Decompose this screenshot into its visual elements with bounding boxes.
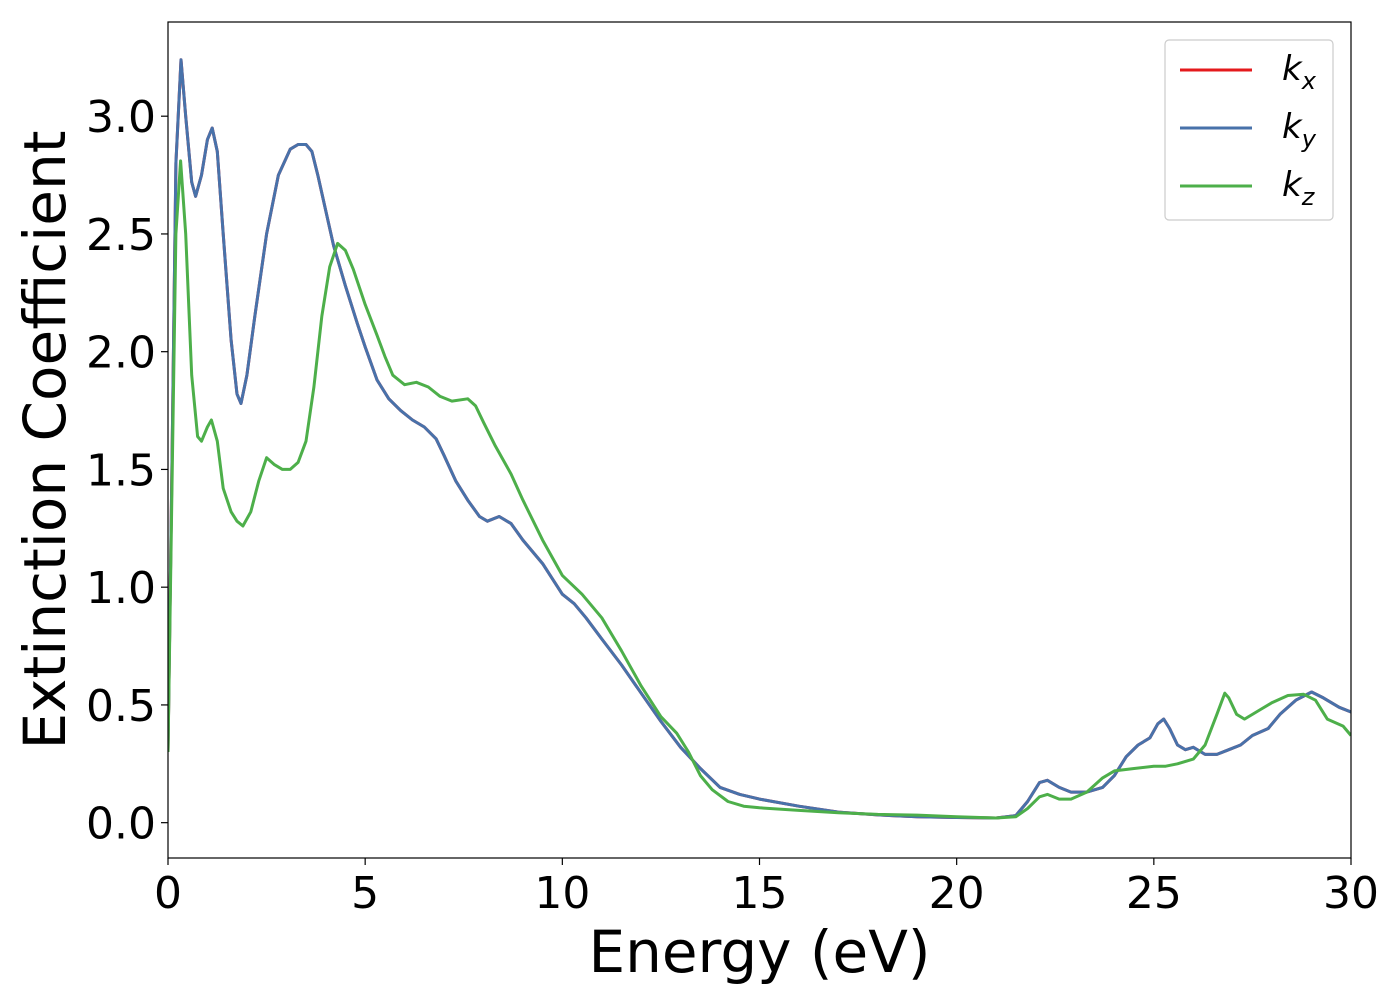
- x-tick-label: 30: [1323, 868, 1379, 919]
- legend: kx ky kz: [1164, 39, 1334, 221]
- legend-label-k-y: ky: [1282, 107, 1317, 153]
- x-axis-label: Energy (eV): [588, 918, 930, 986]
- y-tick-label: 1.0: [86, 563, 156, 614]
- legend-label-k-x: kx: [1282, 49, 1317, 95]
- x-tick-label: 25: [1126, 868, 1182, 919]
- y-tick-label: 2.0: [86, 328, 156, 379]
- series-line-k-y: [168, 58, 1351, 820]
- y-axis-label: Extinction Coefficient: [11, 131, 79, 750]
- x-tick-label: 15: [732, 868, 788, 919]
- x-axis-ticks: 0 5 10 15 20 25 30: [154, 858, 1379, 919]
- plot-lines: [168, 58, 1351, 820]
- y-tick-label: 0.0: [86, 799, 156, 850]
- y-axis-ticks: 0.0 0.5 1.0 1.5 2.0 2.5 3.0: [86, 92, 168, 850]
- y-tick-label: 3.0: [86, 92, 156, 143]
- y-tick-label: 0.5: [86, 681, 156, 732]
- series-line-k-z: [168, 159, 1351, 820]
- x-tick-label: 20: [929, 868, 985, 919]
- y-tick-label: 2.5: [86, 210, 156, 261]
- x-tick-label: 5: [351, 868, 379, 919]
- legend-label-k-z: kz: [1282, 165, 1316, 211]
- x-tick-label: 10: [534, 868, 590, 919]
- legend-box: [1164, 39, 1334, 221]
- y-tick-label: 1.5: [86, 445, 156, 496]
- x-tick-label: 0: [154, 868, 182, 919]
